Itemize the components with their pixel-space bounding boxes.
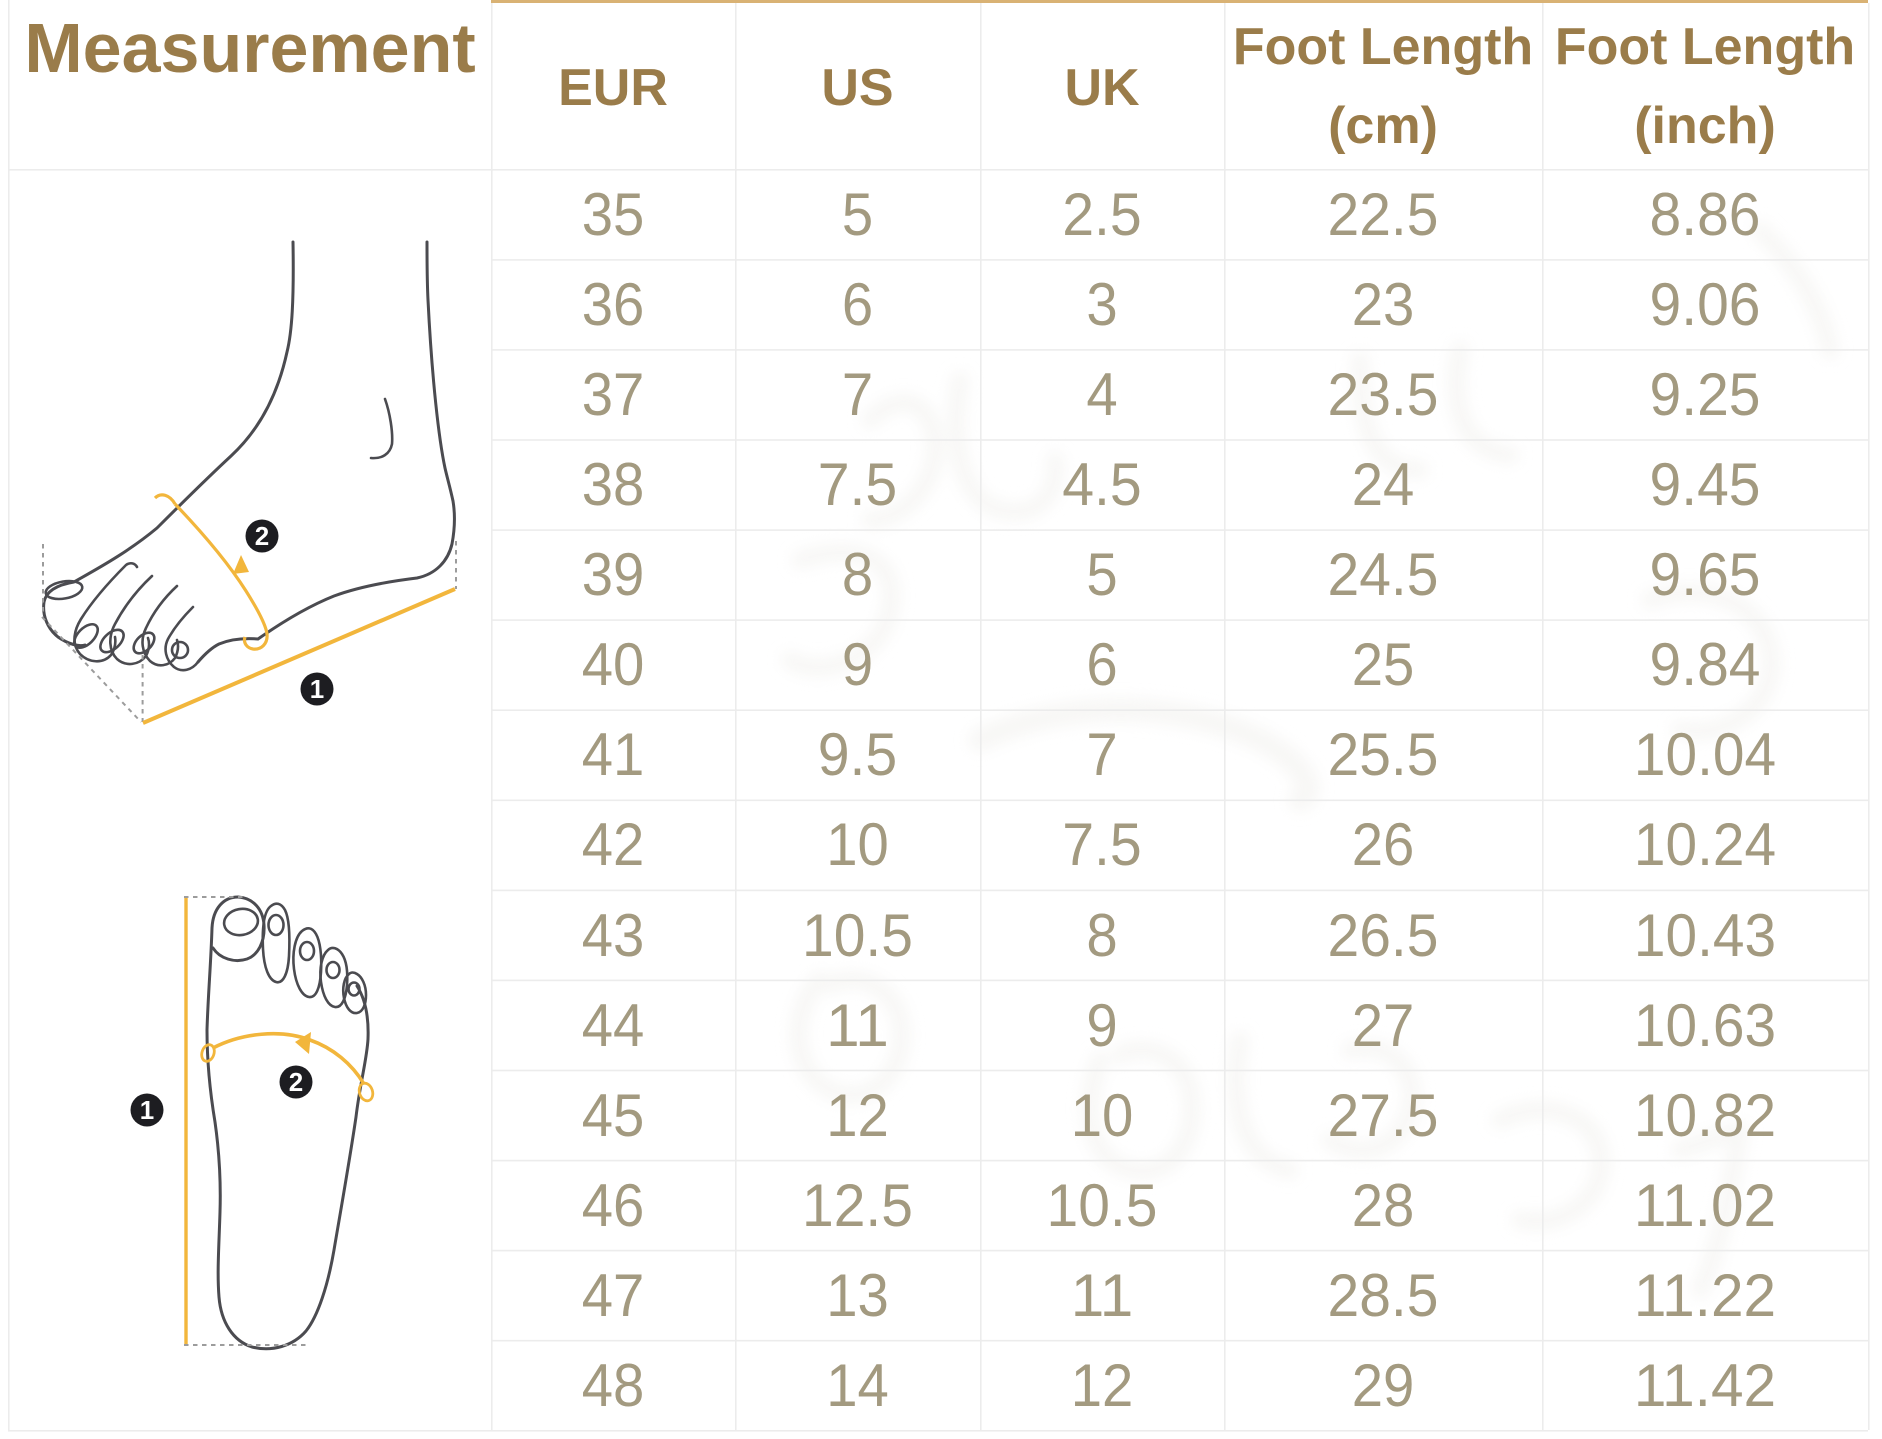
svg-text:24: 24 [1352,451,1415,518]
svg-text:7.5: 7.5 [818,451,898,518]
svg-text:9.65: 9.65 [1650,541,1761,608]
svg-text:7.5: 7.5 [1062,811,1142,878]
svg-text:26.5: 26.5 [1328,902,1439,969]
svg-text:9.25: 9.25 [1650,361,1761,428]
svg-text:5: 5 [842,181,873,248]
svg-text:38: 38 [582,451,645,518]
svg-text:10.43: 10.43 [1634,902,1776,969]
svg-text:EUR: EUR [558,59,668,117]
svg-text:43: 43 [582,902,645,969]
svg-text:24.5: 24.5 [1328,541,1439,608]
svg-text:Measurement: Measurement [24,9,475,87]
svg-text:47: 47 [582,1262,645,1329]
svg-text:UK: UK [1064,59,1140,117]
svg-text:10.5: 10.5 [1047,1172,1158,1239]
svg-text:US: US [821,59,893,117]
svg-text:48: 48 [582,1352,645,1419]
svg-text:6: 6 [842,271,873,338]
svg-text:(cm): (cm) [1328,97,1438,155]
svg-text:8: 8 [842,541,873,608]
svg-text:10.63: 10.63 [1634,992,1776,1059]
svg-text:10.5: 10.5 [802,902,913,969]
svg-text:12.5: 12.5 [802,1172,913,1239]
svg-text:25.5: 25.5 [1328,721,1439,788]
svg-text:23.5: 23.5 [1328,361,1439,428]
svg-text:25: 25 [1352,631,1415,698]
svg-text:29: 29 [1352,1352,1415,1419]
svg-text:35: 35 [582,181,645,248]
svg-text:8.86: 8.86 [1650,181,1761,248]
svg-text:12: 12 [1071,1352,1134,1419]
svg-text:44: 44 [582,992,645,1059]
svg-text:22.5: 22.5 [1328,181,1439,248]
svg-text:7: 7 [842,361,873,428]
svg-text:Foot Length: Foot Length [1555,18,1855,76]
svg-text:36: 36 [582,271,645,338]
svg-text:39: 39 [582,541,645,608]
svg-text:27.5: 27.5 [1328,1082,1439,1149]
svg-text:8: 8 [1086,902,1117,969]
svg-text:11: 11 [1071,1262,1134,1329]
svg-text:10.24: 10.24 [1634,811,1776,878]
svg-text:Foot Length: Foot Length [1233,18,1533,76]
svg-text:1: 1 [310,674,324,704]
svg-text:28.5: 28.5 [1328,1262,1439,1329]
svg-text:9.84: 9.84 [1650,631,1761,698]
svg-text:11: 11 [826,992,889,1059]
svg-text:(inch): (inch) [1634,97,1776,155]
svg-text:3: 3 [1086,271,1117,338]
svg-text:1: 1 [140,1095,154,1125]
svg-text:9.06: 9.06 [1650,271,1761,338]
svg-text:9.5: 9.5 [818,721,898,788]
svg-text:11.22: 11.22 [1634,1262,1776,1329]
svg-text:4.5: 4.5 [1062,451,1142,518]
svg-text:9: 9 [1086,992,1117,1059]
svg-text:41: 41 [582,721,645,788]
svg-text:10.04: 10.04 [1634,721,1776,788]
svg-text:10: 10 [826,811,889,878]
svg-text:11.02: 11.02 [1634,1172,1776,1239]
svg-text:40: 40 [582,631,645,698]
svg-text:11.42: 11.42 [1634,1352,1776,1419]
svg-text:12: 12 [826,1082,889,1149]
svg-text:28: 28 [1352,1172,1415,1239]
svg-text:27: 27 [1352,992,1415,1059]
svg-text:13: 13 [826,1262,889,1329]
svg-text:5: 5 [1086,541,1117,608]
svg-text:9.45: 9.45 [1650,451,1761,518]
svg-text:10.82: 10.82 [1634,1082,1776,1149]
svg-text:4: 4 [1086,361,1117,428]
svg-text:6: 6 [1086,631,1117,698]
svg-text:23: 23 [1352,271,1415,338]
svg-text:10: 10 [1071,1082,1134,1149]
svg-text:2: 2 [289,1067,303,1097]
svg-text:45: 45 [582,1082,645,1149]
svg-text:42: 42 [582,811,645,878]
svg-text:14: 14 [826,1352,889,1419]
svg-text:2: 2 [255,521,269,551]
svg-text:46: 46 [582,1172,645,1239]
svg-text:2.5: 2.5 [1062,181,1142,248]
svg-text:7: 7 [1086,721,1117,788]
svg-text:26: 26 [1352,811,1415,878]
svg-text:9: 9 [842,631,873,698]
svg-text:37: 37 [582,361,645,428]
